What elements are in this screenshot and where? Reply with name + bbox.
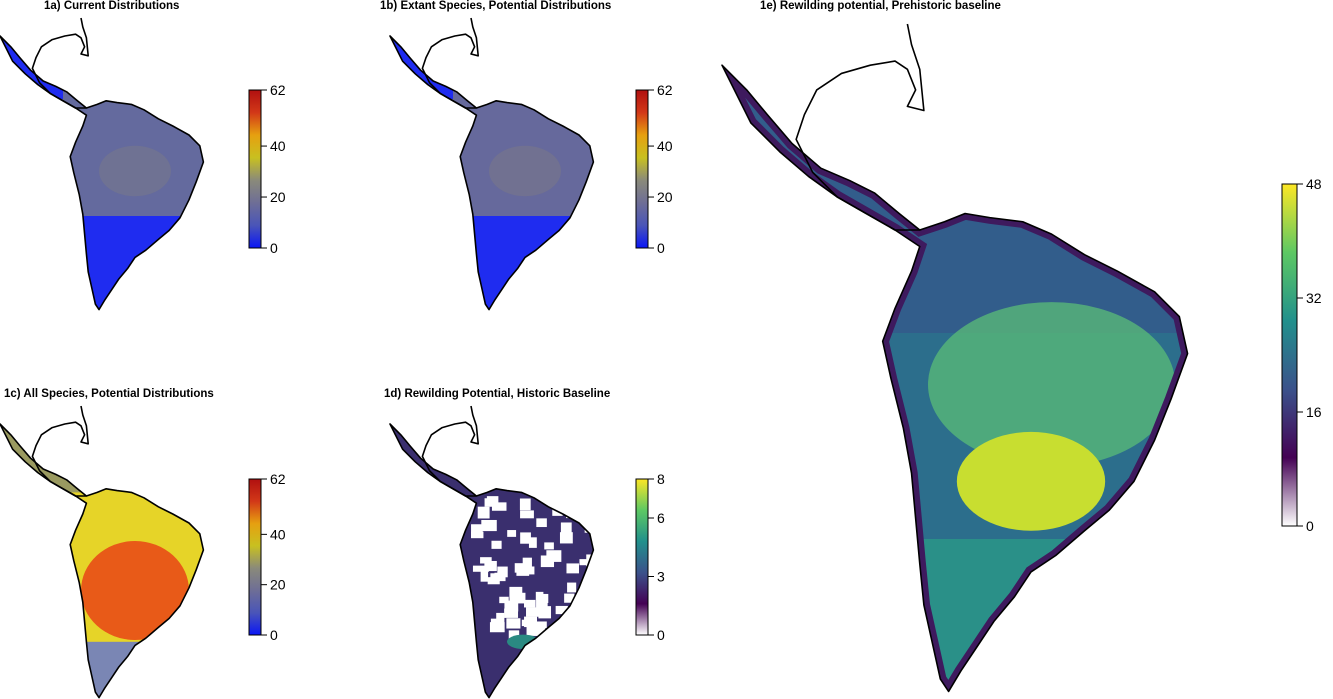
- legend-tick-label: 0: [657, 240, 665, 256]
- legend-tick-label: 62: [657, 82, 673, 98]
- legend-1d: 0 3 6 8: [635, 471, 665, 643]
- legend-tick-label: 0: [657, 627, 665, 643]
- legend-tick-label: 20: [270, 189, 286, 205]
- legend-tick-label: 40: [270, 526, 286, 542]
- legend-tick-label: 0: [270, 240, 278, 256]
- legend-tick-label: 32: [1306, 290, 1322, 306]
- legend-1e: 0 16 32 48: [1281, 176, 1322, 534]
- panel-title-1d: 1d) Rewilding Potential, Historic Baseli…: [384, 388, 611, 400]
- legend-tick-label: 40: [270, 138, 286, 154]
- map-1d: [389, 405, 595, 699]
- map-1c: [0, 405, 205, 699]
- legend-tick-label: 20: [657, 189, 673, 205]
- legend-tick-label: 0: [1306, 518, 1314, 534]
- map-1e: [721, 23, 1189, 693]
- map-1a: [0, 17, 205, 311]
- legend-tick-label: 6: [657, 510, 665, 526]
- legend-tick-label: 16: [1306, 404, 1322, 420]
- legend-1b: 0 20 40 62: [635, 82, 673, 256]
- legend-tick-label: 3: [657, 569, 665, 585]
- legend-tick-label: 8: [657, 471, 665, 487]
- panel-title-1e: 1e) Rewilding potential, Prehistoric bas…: [760, 0, 1001, 12]
- map-1b: [389, 17, 595, 311]
- panel-title-1c: 1c) All Species, Potential Distributions: [4, 388, 214, 400]
- legend-tick-label: 48: [1306, 176, 1322, 192]
- legend-tick-label: 20: [270, 577, 286, 593]
- legend-tick-label: 0: [270, 627, 278, 643]
- legend-tick-label: 62: [270, 82, 286, 98]
- legend-1a: 0 20 40 62: [248, 82, 286, 256]
- panel-title-1b: 1b) Extant Species, Potential Distributi…: [380, 0, 612, 12]
- panel-title-1a: 1a) Current Distributions: [44, 0, 180, 12]
- land-1d: [390, 424, 594, 698]
- legend-tick-label: 40: [657, 138, 673, 154]
- legend-1c: 0 20 40 62: [248, 471, 286, 643]
- legend-tick-label: 62: [270, 471, 286, 487]
